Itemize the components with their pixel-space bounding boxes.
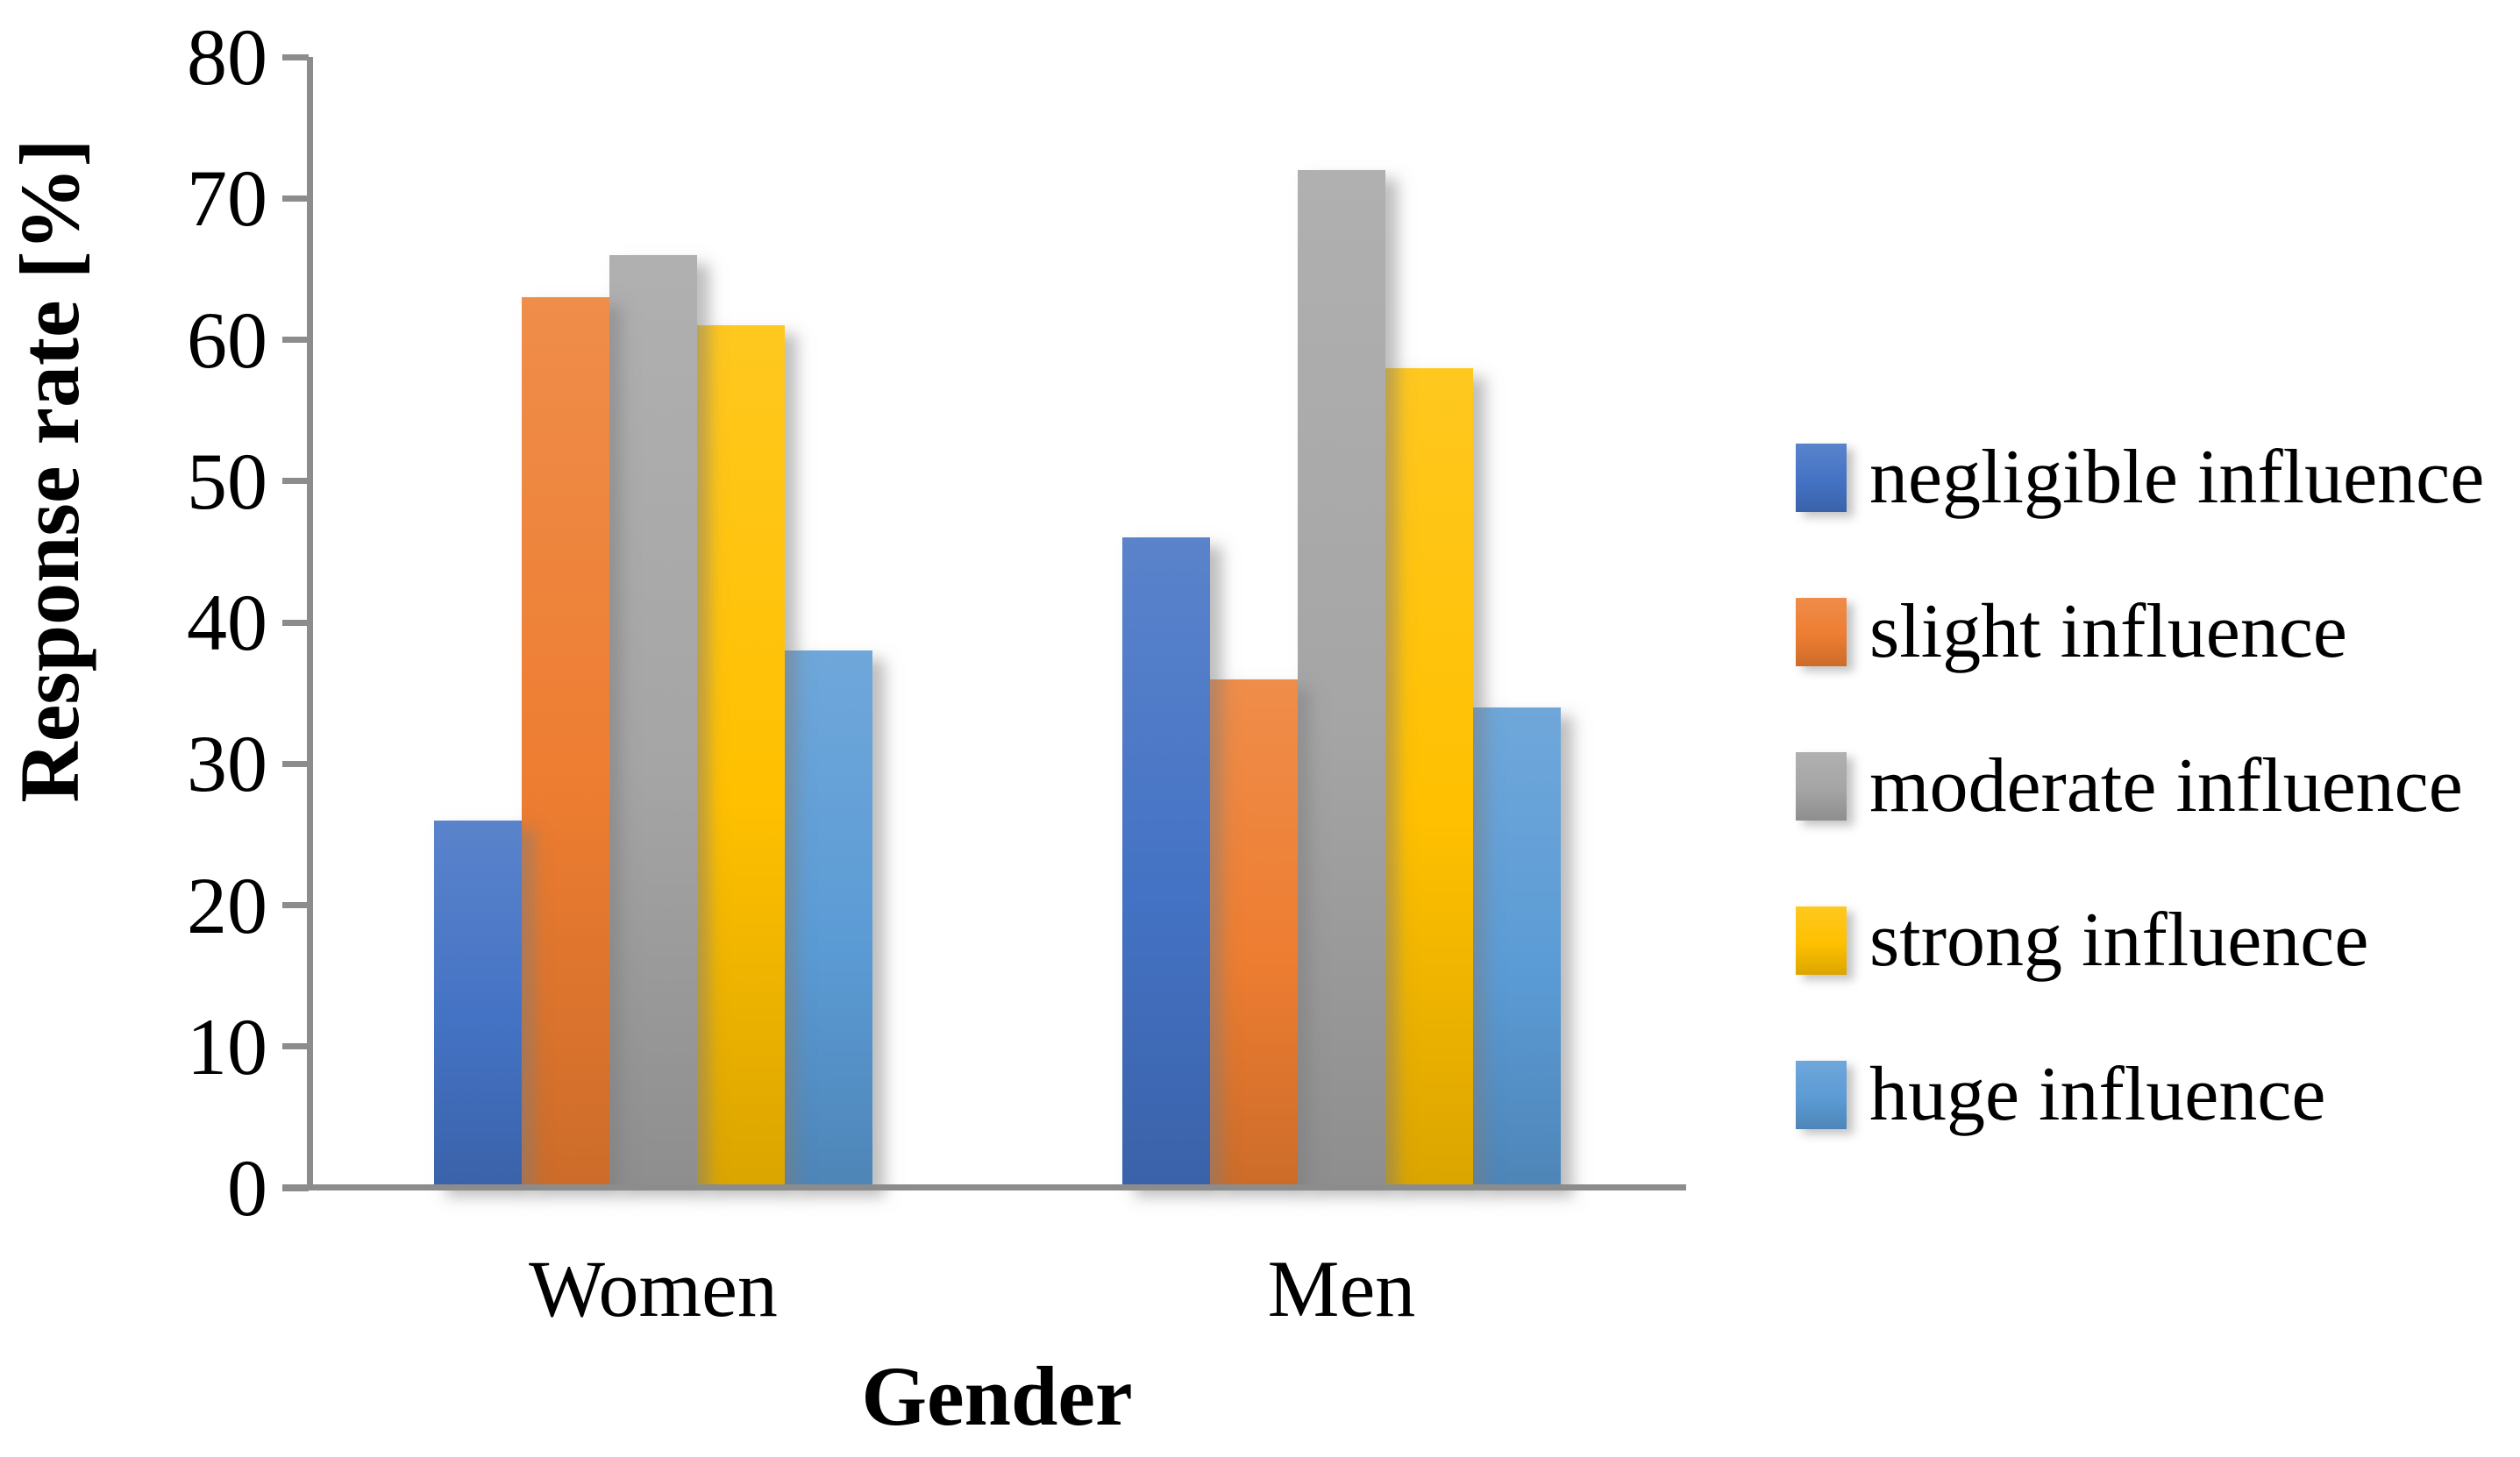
y-tick-30 [282,760,309,767]
bar-men-huge-influence [1473,707,1561,1188]
legend-swatch-icon [1796,444,1847,512]
y-tick-label-60: 60 [187,295,267,385]
legend-swatch-icon [1796,598,1847,666]
y-tick-label-70: 70 [187,153,267,244]
y-tick-80 [282,53,309,60]
y-axis-line [307,57,313,1190]
x-axis-line [282,1184,1686,1190]
legend-label: strong influence [1869,898,2369,983]
y-tick-label-10: 10 [187,1001,267,1091]
y-tick-label-80: 80 [187,12,267,102]
y-tick-label-40: 40 [187,578,267,667]
legend-item-slight-influence: slight influence [1796,555,2484,709]
legend-swatch-icon [1796,906,1847,975]
y-tick-label-50: 50 [187,436,267,526]
x-category-label-women: Women [529,1244,778,1333]
y-tick-label-30: 30 [187,719,267,809]
y-tick-50 [282,478,309,485]
bar-women-slight-influence [522,297,609,1188]
legend-swatch-icon [1796,752,1847,821]
bar-men-negligible-influence [1122,537,1210,1188]
bar-women-huge-influence [785,650,872,1188]
bar-men-strong-influence [1385,367,1473,1188]
y-axis-title: Response rate [%] [3,139,96,803]
legend-swatch-icon [1796,1061,1847,1129]
y-tick-10 [282,1043,309,1050]
y-tick-label-20: 20 [187,860,267,950]
y-tick-20 [282,902,309,908]
legend: negligible influence slight influence mode… [1796,401,2484,1172]
legend-label: moderate influence [1869,743,2463,828]
y-tick-70 [282,195,309,202]
x-category-label-men: Men [1267,1244,1416,1333]
legend-item-negligible-influence: negligible influence [1796,401,2484,555]
bar-men-moderate-influence [1298,170,1385,1188]
x-axis-title: Gender [861,1349,1133,1443]
legend-label: slight influence [1869,589,2347,674]
bar-women-moderate-influence [609,254,697,1188]
legend-item-moderate-influence: moderate influence [1796,709,2484,864]
bar-women-strong-influence [697,325,785,1188]
bar-men-slight-influence [1210,679,1298,1188]
legend-label: huge influence [1869,1052,2326,1137]
y-tick-60 [282,337,309,343]
bar-women-negligible-influence [434,820,522,1188]
legend-item-huge-influence: huge influence [1796,1018,2484,1172]
legend-item-strong-influence: strong influence [1796,864,2484,1018]
y-tick-label-0: 0 [227,1143,267,1233]
legend-label: negligible influence [1869,435,2485,520]
y-tick-40 [282,619,309,626]
